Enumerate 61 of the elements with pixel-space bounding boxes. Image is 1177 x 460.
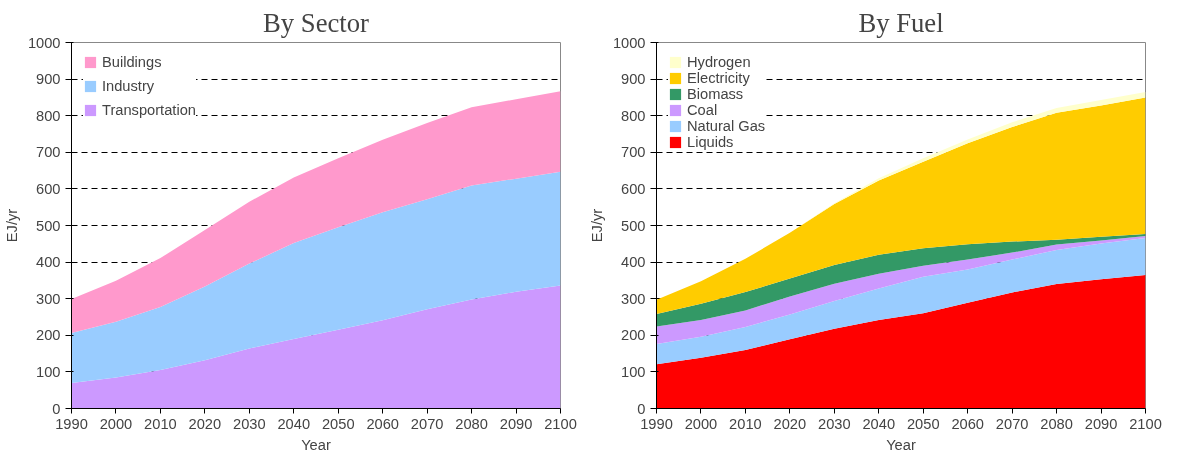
y-tick-label: 300: [36, 290, 61, 307]
y-tick-label: 600: [36, 180, 61, 197]
y-tick-label: 400: [36, 254, 61, 271]
y-axis-title: EJ/yr: [588, 208, 605, 243]
y-axis-title: EJ/yr: [3, 208, 20, 243]
y-tick-label: 500: [621, 217, 646, 234]
legend-label: Coal: [687, 102, 718, 118]
x-tick-label: 2040: [277, 415, 311, 432]
x-axis-title: Year: [301, 436, 331, 453]
legend-label: Industry: [102, 78, 155, 94]
x-tick-label: 2080: [455, 415, 488, 432]
legend-label: Biomass: [687, 86, 744, 102]
x-tick-label: 2070: [410, 415, 444, 432]
x-tick-label: 2090: [1084, 415, 1118, 432]
y-tick-label: 900: [36, 71, 61, 88]
y-tick-label: 200: [36, 327, 61, 344]
chart-title: By Sector: [263, 7, 370, 38]
x-tick-label: 2010: [729, 415, 762, 432]
x-tick-label: 2080: [1040, 415, 1073, 432]
y-tick-label: 400: [621, 254, 646, 271]
y-tick-label: 500: [36, 217, 61, 234]
y-tick-label: 100: [621, 363, 646, 380]
x-tick-label: 1990: [55, 415, 88, 432]
y-tick-label: 800: [36, 107, 61, 124]
y-tick-label: 0: [52, 400, 61, 417]
x-tick-label: 2030: [233, 415, 266, 432]
x-tick-label: 2050: [321, 415, 355, 432]
x-axis-title: Year: [886, 436, 916, 453]
legend-label: Transportation: [102, 102, 196, 118]
y-tick-label: 700: [621, 144, 646, 161]
y-tick-label: 0: [637, 400, 646, 417]
x-tick-label: 2060: [951, 415, 984, 432]
x-tick-label: 2000: [684, 415, 718, 432]
legend-label: Natural Gas: [687, 118, 766, 134]
y-tick-label: 600: [621, 180, 646, 197]
x-tick-label: 2040: [862, 415, 896, 432]
y-tick-label: 1000: [612, 34, 646, 51]
y-tick-label: 700: [36, 144, 61, 161]
legend-label: Buildings: [102, 54, 162, 70]
y-tick-label: 800: [621, 107, 646, 124]
x-tick-label: 2100: [1129, 415, 1162, 432]
legend-label: Liquids: [687, 134, 734, 150]
y-tick-label: 100: [36, 363, 61, 380]
x-tick-label: 2020: [773, 415, 807, 432]
x-tick-label: 2010: [144, 415, 177, 432]
x-tick-label: 2050: [906, 415, 940, 432]
x-tick-label: 2100: [544, 415, 577, 432]
x-tick-label: 2060: [366, 415, 399, 432]
x-tick-label: 2090: [499, 415, 533, 432]
x-tick-label: 2070: [995, 415, 1029, 432]
y-tick-label: 300: [621, 290, 646, 307]
x-tick-label: 2030: [818, 415, 851, 432]
legend-label: Electricity: [687, 70, 750, 86]
y-tick-label: 900: [621, 71, 646, 88]
x-tick-label: 2020: [188, 415, 222, 432]
legend-label: Hydrogen: [687, 54, 751, 70]
x-tick-label: 2000: [99, 415, 133, 432]
y-tick-label: 200: [621, 327, 646, 344]
x-tick-label: 1990: [640, 415, 673, 432]
y-tick-label: 1000: [27, 34, 61, 51]
chart-title: By Fuel: [858, 7, 944, 38]
